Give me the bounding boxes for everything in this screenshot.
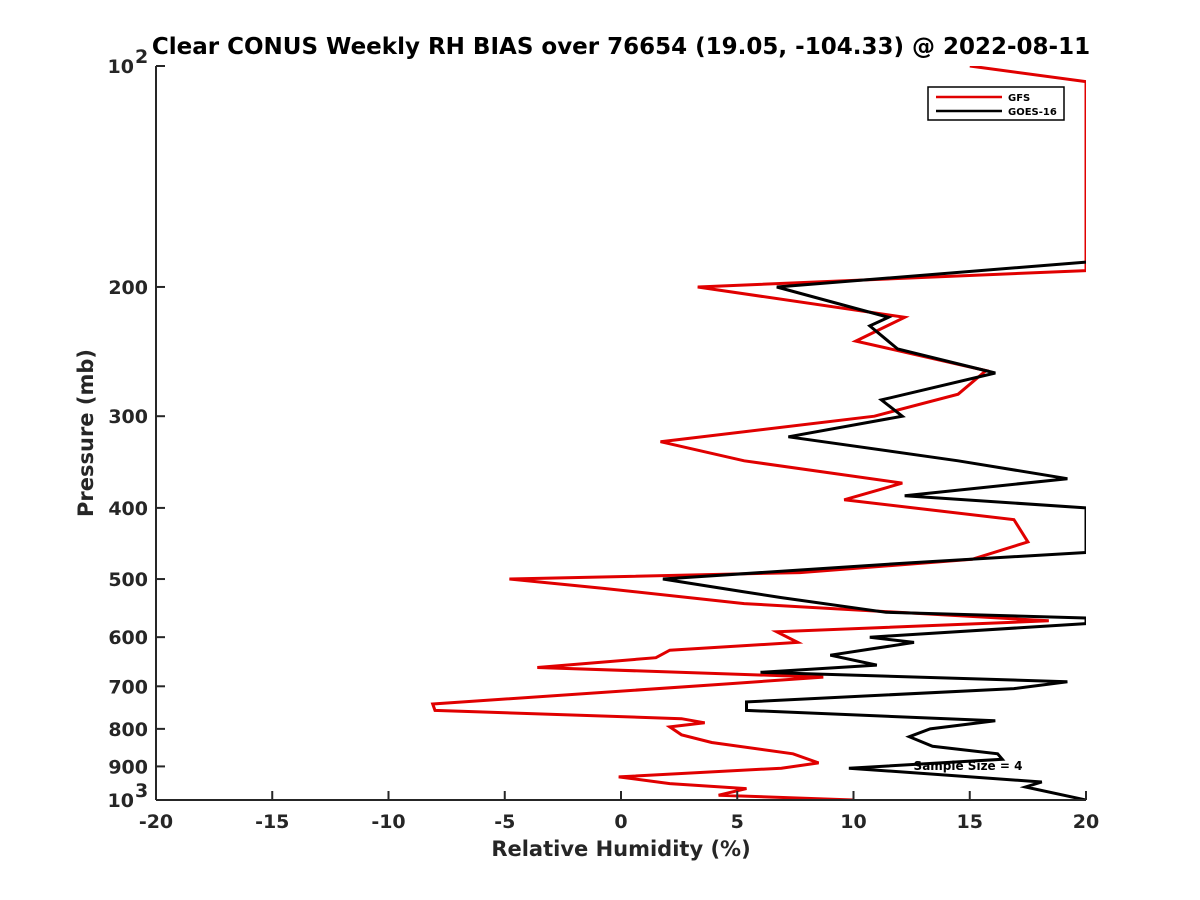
x-tick-label: 15: [957, 811, 983, 833]
y-tick-label: 10: [108, 56, 134, 78]
y-tick-label: 900: [108, 756, 148, 778]
legend: GFS GOES-16: [927, 86, 1065, 121]
y-tick-exponent: 2: [135, 46, 148, 68]
series-line-goes16: [662, 260, 1086, 800]
x-tick-label: -5: [494, 811, 515, 833]
y-tick-label: 400: [108, 498, 148, 520]
y-tick-label: 500: [108, 569, 148, 591]
y-tick-label: 300: [108, 406, 148, 428]
y-tick-label: 700: [108, 676, 148, 698]
y-tick-label: 10: [108, 790, 134, 812]
legend-box: [927, 86, 1065, 121]
x-tick-label: 5: [731, 811, 744, 833]
x-tick-label: -15: [255, 811, 289, 833]
y-tick-label: 200: [108, 277, 148, 299]
x-tick-label: -10: [371, 811, 405, 833]
x-tick-label: 20: [1073, 811, 1099, 833]
x-tick-label: -20: [139, 811, 173, 833]
x-axis: -20 -15 -10 -5 0 5 10 15 20: [139, 791, 1099, 833]
y-tick-exponent: 3: [135, 780, 148, 802]
x-tick-label: 10: [840, 811, 866, 833]
legend-label-goes16: GOES-16: [1008, 107, 1057, 118]
y-tick-label: 800: [108, 719, 148, 741]
y-tick-label: 600: [108, 627, 148, 649]
x-axis-label: Relative Humidity (%): [491, 837, 750, 861]
chart-title: Clear CONUS Weekly RH BIAS over 76654 (1…: [152, 34, 1090, 60]
legend-label-gfs: GFS: [1008, 93, 1030, 104]
x-tick-label: 0: [614, 811, 627, 833]
y-axis-label: Pressure (mb): [74, 349, 98, 517]
sample-size-annotation: Sample Size = 4: [914, 759, 1023, 773]
plot-area: [430, 66, 1086, 800]
series-line-gfs: [430, 66, 1086, 800]
